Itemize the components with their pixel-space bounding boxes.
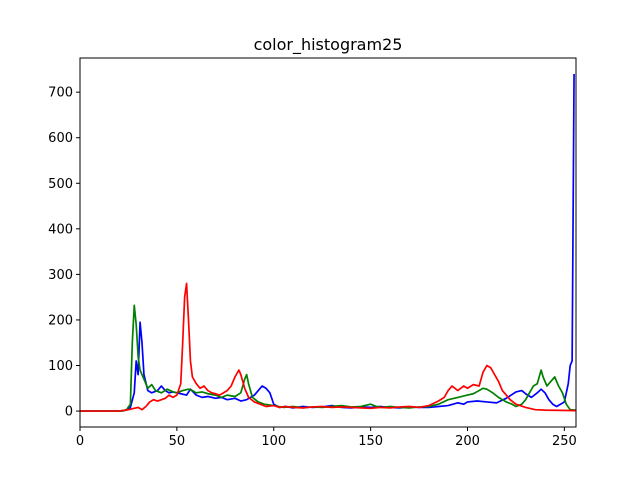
plot-frame — [79, 57, 577, 428]
x-tick-label: 150 — [358, 434, 383, 449]
y-tick-label: 100 — [48, 359, 73, 374]
x-tick-label: 200 — [455, 434, 480, 449]
chart-title: color_histogram25 — [254, 35, 403, 55]
y-tick-label: 600 — [48, 131, 73, 146]
x-tick-label: 0 — [76, 434, 84, 449]
y-tick-label: 500 — [48, 177, 73, 192]
x-tick-label: 50 — [169, 434, 186, 449]
y-tick-label: 0 — [65, 405, 73, 420]
y-tick-label: 300 — [48, 268, 73, 283]
series-line-2 — [80, 304, 577, 412]
axes-layer: 0 50 100 150 200 250 0 100 200 300 400 500 600 700 — [48, 57, 577, 449]
y-tick-label: 200 — [48, 313, 73, 328]
x-tick-label: 250 — [552, 434, 577, 449]
y-tick-label: 400 — [48, 222, 73, 237]
series-line-3 — [80, 282, 577, 412]
series-line-1 — [80, 73, 575, 412]
y-tick-label: 700 — [48, 86, 73, 101]
series-layer — [80, 73, 577, 412]
x-tick-label: 100 — [261, 434, 286, 449]
